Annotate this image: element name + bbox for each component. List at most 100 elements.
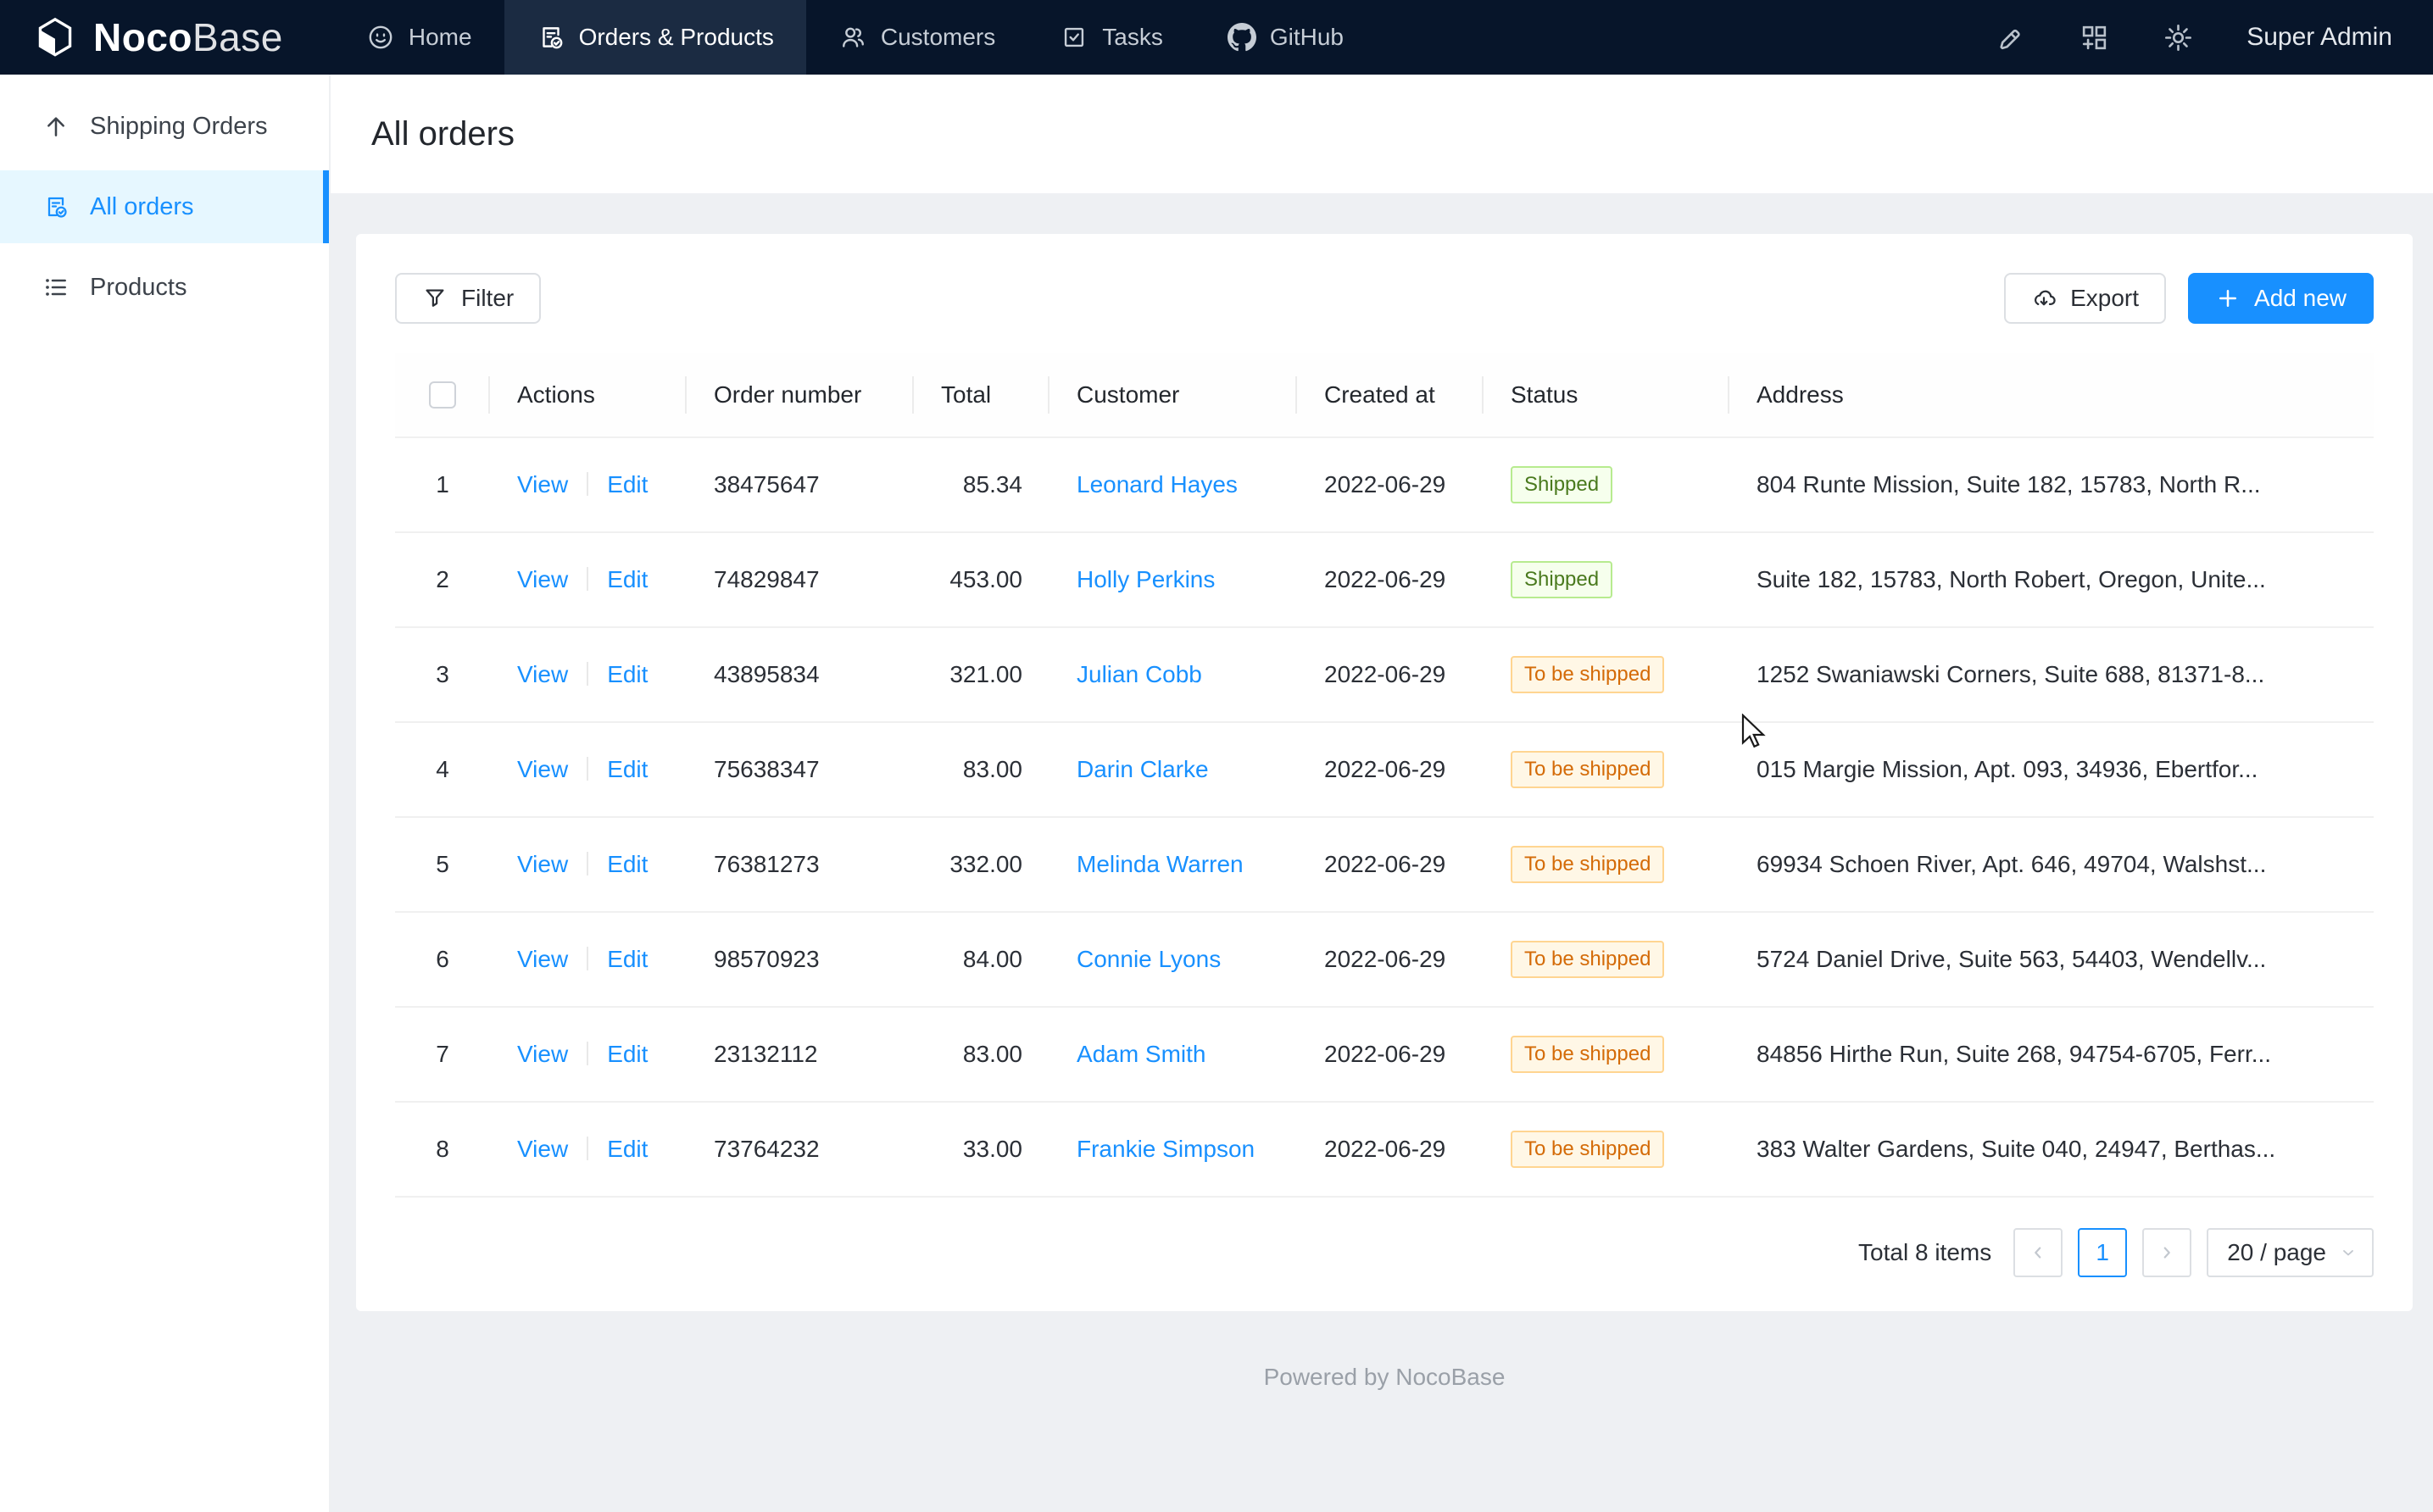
- blocks-plus-icon: [2083, 25, 2107, 49]
- add-new-button[interactable]: Add new: [2188, 273, 2374, 324]
- ui-editor-button[interactable]: [1995, 22, 2026, 53]
- powered-by-footer: Powered by NocoBase: [1263, 1364, 1506, 1390]
- plus-icon: [2219, 290, 2237, 307]
- customer-link[interactable]: Leonard Hayes: [1077, 471, 1238, 498]
- edit-link[interactable]: Edit: [607, 566, 649, 592]
- customer-link[interactable]: Connie Lyons: [1077, 946, 1222, 972]
- table-row: 2 View Edit 74829847 453.00 Holly Perkins…: [395, 532, 2374, 628]
- sidebar-item-all-orders[interactable]: All orders: [0, 170, 329, 243]
- order-check-icon: [47, 197, 67, 218]
- customer-link[interactable]: Frankie Simpson: [1077, 1136, 1255, 1162]
- top-nav: NocoBase Home Orders & Products: [0, 0, 2433, 75]
- cell-total: 85.34: [914, 437, 1049, 533]
- table-row: 3 View Edit 43895834 321.00 Julian Cobb 2…: [395, 627, 2374, 723]
- brand-logo[interactable]: NocoBase: [0, 0, 334, 75]
- cell-actions: View Edit: [490, 532, 687, 628]
- edit-link[interactable]: Edit: [607, 1041, 649, 1067]
- view-link[interactable]: View: [517, 661, 569, 687]
- sidebar-item-products[interactable]: Products: [0, 251, 329, 324]
- customer-link[interactable]: Adam Smith: [1077, 1041, 1206, 1067]
- cell-status: To be shipped: [1484, 722, 1729, 818]
- customer-link[interactable]: Julian Cobb: [1077, 661, 1202, 687]
- cell-customer: Melinda Warren: [1049, 817, 1297, 913]
- add-new-button-label: Add new: [2254, 285, 2347, 311]
- highlighter-icon: [2000, 29, 2020, 49]
- column-created-at: Created at: [1297, 353, 1484, 438]
- cell-index: 3: [395, 627, 490, 723]
- customer-link[interactable]: Melinda Warren: [1077, 851, 1244, 877]
- cell-index: 1: [395, 437, 490, 533]
- cell-index: 4: [395, 722, 490, 818]
- nav-item-label: Orders & Products: [578, 24, 774, 50]
- export-button[interactable]: Export: [2004, 273, 2167, 324]
- cell-address: 804 Runte Mission, Suite 182, 15783, Nor…: [1729, 437, 2374, 533]
- plugin-manager-button[interactable]: [2079, 22, 2110, 53]
- nav-item-home[interactable]: Home: [334, 0, 504, 75]
- order-check-icon: [542, 27, 562, 49]
- nav-item-label: Tasks: [1102, 24, 1163, 50]
- view-link[interactable]: View: [517, 946, 569, 972]
- table-row: 5 View Edit 76381273 332.00 Melinda Warre…: [395, 817, 2374, 913]
- status-badge: To be shipped: [1511, 1036, 1665, 1073]
- view-link[interactable]: View: [517, 471, 569, 498]
- view-link[interactable]: View: [517, 1041, 569, 1067]
- filter-button[interactable]: Filter: [395, 273, 542, 324]
- tasks-icon: [1065, 27, 1084, 47]
- page-1-button[interactable]: 1: [2078, 1228, 2128, 1277]
- cell-address: 383 Walter Gardens, Suite 040, 24947, Be…: [1729, 1102, 2374, 1198]
- cell-status: To be shipped: [1484, 1007, 1729, 1103]
- customer-link[interactable]: Holly Perkins: [1077, 566, 1216, 592]
- view-link[interactable]: View: [517, 1136, 569, 1162]
- edit-link[interactable]: Edit: [607, 471, 649, 498]
- cell-address: 1252 Swaniawski Corners, Suite 688, 8137…: [1729, 627, 2374, 723]
- column-customer: Customer: [1049, 353, 1297, 438]
- action-divider: [587, 947, 589, 970]
- action-divider: [587, 1042, 589, 1065]
- nav-item-github[interactable]: GitHub: [1195, 0, 1376, 75]
- cell-actions: View Edit: [490, 627, 687, 723]
- cell-status: Shipped: [1484, 437, 1729, 533]
- cell-customer: Frankie Simpson: [1049, 1102, 1297, 1198]
- nav-right-actions: Super Admin: [1995, 0, 2433, 75]
- page-size-select[interactable]: 20 / page: [2207, 1228, 2374, 1277]
- brand-name: NocoBase: [93, 15, 283, 59]
- nav-item-tasks[interactable]: Tasks: [1027, 0, 1195, 75]
- cell-actions: View Edit: [490, 912, 687, 1008]
- list-icon: [46, 279, 66, 296]
- customer-link[interactable]: Darin Clarke: [1077, 756, 1209, 782]
- toolbar-right: Export Add new: [2004, 273, 2374, 324]
- cell-index: 5: [395, 817, 490, 913]
- cell-customer: Holly Perkins: [1049, 532, 1297, 628]
- nav-item-orders-products[interactable]: Orders & Products: [504, 0, 806, 75]
- action-divider: [587, 757, 589, 781]
- nav-item-label: GitHub: [1269, 24, 1344, 50]
- nav-item-customers[interactable]: Customers: [806, 0, 1027, 75]
- edit-link[interactable]: Edit: [607, 661, 649, 687]
- cell-status: To be shipped: [1484, 627, 1729, 723]
- cell-created-at: 2022-06-29: [1297, 437, 1484, 533]
- next-page-button[interactable]: [2142, 1228, 2192, 1277]
- cell-actions: View Edit: [490, 437, 687, 533]
- cell-customer: Connie Lyons: [1049, 912, 1297, 1008]
- edit-link[interactable]: Edit: [607, 756, 649, 782]
- filter-icon: [426, 289, 444, 307]
- sidebar-item-shipping-orders[interactable]: Shipping Orders: [0, 90, 329, 163]
- main-area: All orders Filter: [331, 75, 2433, 1512]
- view-link[interactable]: View: [517, 566, 569, 592]
- edit-link[interactable]: Edit: [607, 851, 649, 877]
- edit-link[interactable]: Edit: [607, 1136, 649, 1162]
- user-menu[interactable]: Super Admin: [2246, 23, 2392, 51]
- view-link[interactable]: View: [517, 851, 569, 877]
- nav-item-label: Customers: [880, 24, 996, 50]
- status-badge: To be shipped: [1511, 941, 1665, 978]
- cloud-download-icon: [2035, 290, 2056, 306]
- status-badge: Shipped: [1511, 561, 1613, 598]
- edit-link[interactable]: Edit: [607, 946, 649, 972]
- sidebar: Shipping Orders All orders Products: [0, 75, 331, 1512]
- settings-button[interactable]: [2163, 22, 2194, 53]
- cell-order-number: 76381273: [687, 817, 914, 913]
- select-all-checkbox[interactable]: [429, 381, 456, 409]
- pagination-total: Total 8 items: [1858, 1239, 1992, 1265]
- prev-page-button[interactable]: [2013, 1228, 2063, 1277]
- view-link[interactable]: View: [517, 756, 569, 782]
